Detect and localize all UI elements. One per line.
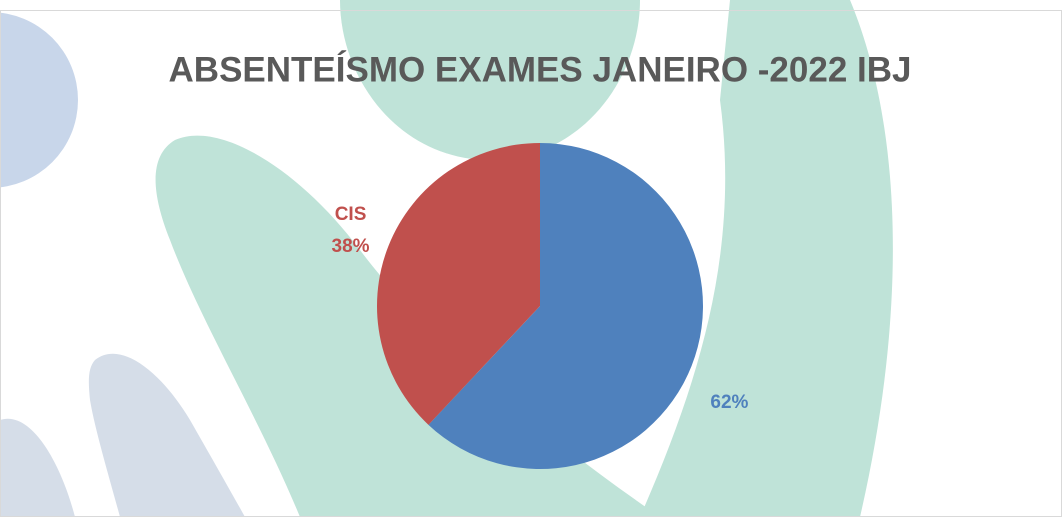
slice-category-label: CIS (335, 204, 367, 225)
pie-slice (376, 143, 540, 425)
chart-title: ABSENTEÍSMO EXAMES JANEIRO -2022 IBJ (169, 49, 912, 89)
slice-value-label: 62% (710, 392, 748, 413)
pie-slice (428, 143, 703, 469)
slice-value-label: 38% (332, 236, 370, 257)
